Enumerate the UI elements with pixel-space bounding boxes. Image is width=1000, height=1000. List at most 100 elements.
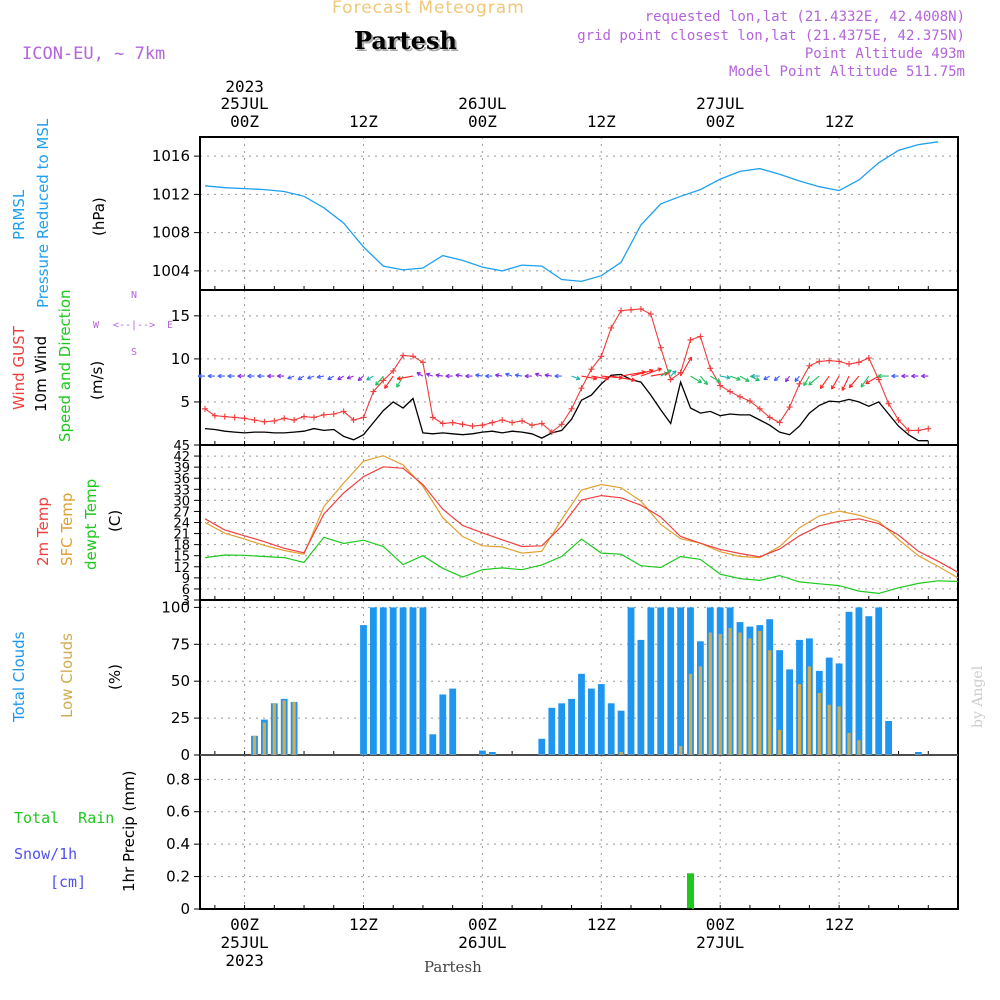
wind-gust-marker [598, 353, 605, 360]
bottom-hour-label: 12Z [349, 915, 378, 934]
bottom-year-label: 2023 [225, 951, 264, 970]
wind-direction-arrow [729, 375, 741, 381]
wind-direction-arrow [720, 375, 731, 380]
wind-gust-marker [846, 361, 853, 368]
wind-gust-marker [608, 324, 615, 331]
y-tick-label: 10 [171, 350, 190, 368]
wind-gust-marker [558, 421, 565, 428]
y-tick-label: 39 [173, 461, 190, 476]
total-cloud-bar [588, 688, 595, 755]
total-cloud-bar [667, 607, 675, 755]
bottom-date-label: 27JUL [696, 933, 744, 952]
snow-unit-label: [cm] [50, 873, 87, 891]
wind-gust-marker [548, 429, 555, 436]
y-tick-label: 15 [173, 550, 190, 565]
low-cloud-bar [857, 740, 861, 755]
wind-gust-marker [350, 417, 357, 424]
wind-direction-arrow [494, 373, 503, 378]
wind-gust-marker [836, 358, 843, 365]
wind-gust-marker [251, 417, 258, 424]
temp-2m-line [204, 466, 959, 573]
total-cloud-bar [617, 710, 625, 755]
y-tick-label: 3 [182, 594, 190, 609]
wind-gust-marker [618, 307, 625, 314]
wind-direction-arrow [819, 375, 830, 390]
wind-direction-arrow [670, 370, 677, 377]
wind-direction-arrow [366, 375, 374, 381]
dewpoint-line [204, 536, 959, 595]
wind-gust-marker [370, 388, 377, 395]
wind-direction-arrow [640, 367, 662, 377]
y-tick-label: 5 [180, 393, 190, 411]
bottom-hour-label: 00Z [230, 915, 259, 934]
wind-direction-arrow [591, 375, 609, 381]
total-cloud-bar [419, 607, 427, 755]
wind-gust-marker [221, 413, 228, 420]
wind-direction-arrow [287, 375, 295, 380]
low-cloud-bar [758, 631, 762, 755]
wind-gust-marker [737, 393, 744, 400]
top-year-label: 2023 [225, 77, 264, 96]
wind-direction-arrow [455, 373, 463, 378]
compass-e: E [167, 320, 174, 331]
wind-gust-marker [925, 425, 932, 432]
wind-direction-arrow [611, 375, 636, 383]
wind-direction-arrow [416, 372, 424, 377]
wind-gust-marker [291, 417, 298, 424]
wind-direction-arrow [831, 375, 840, 390]
wind-gust-marker [915, 427, 922, 434]
wind-gust-marker [885, 400, 892, 407]
total-cloud-bar [776, 650, 783, 755]
wind-direction-arrow [217, 373, 225, 379]
y-tick-label: 33 [173, 483, 190, 498]
wind-direction-arrow [276, 373, 285, 379]
y-tick-label: 1012 [152, 185, 190, 203]
wind-gust-marker [895, 417, 902, 424]
wind-direction-arrow [337, 375, 344, 381]
grid-point-coords: grid point closest lon,lat (21.4375E, 42… [577, 28, 965, 44]
y-tick-label: 9 [182, 572, 190, 587]
total-cloud-bar [360, 625, 367, 755]
point-altitude: Point Altitude 493m [804, 46, 965, 62]
top-hour-label: 12Z [587, 112, 616, 131]
wind-gust-marker [429, 414, 436, 421]
total-cloud-bar [548, 707, 556, 755]
total-cloud-bar [449, 688, 457, 755]
wind-direction-arrow [485, 373, 493, 379]
wind-direction-arrow [660, 369, 672, 377]
wind-direction-arrow [554, 373, 562, 379]
compass-arrows: <--|--> [113, 320, 156, 331]
wind-direction-arrow [346, 375, 354, 380]
wind-direction-arrow [534, 372, 542, 377]
wind-direction-arrow [396, 375, 414, 381]
low-cloud-bar [292, 701, 296, 755]
low-cloud-bar [797, 684, 802, 755]
wind-direction-arrow [197, 373, 205, 379]
y-tick-label: 45 [173, 439, 190, 454]
y-tick-label: 21 [173, 528, 190, 543]
wind-gust-marker [281, 415, 288, 422]
total-cloud-bar [657, 607, 665, 755]
wind-gust-marker [479, 422, 486, 429]
wind-gust-marker [231, 414, 238, 421]
wind-gust-marker [578, 385, 585, 392]
total-cloud-bar [637, 639, 645, 755]
top-date-label: 25JUL [221, 94, 269, 113]
bottom-date-label: 25JUL [221, 933, 269, 952]
wind-gust-marker [865, 355, 872, 362]
low-cloud-bar [837, 706, 841, 755]
total-cloud-bar [578, 673, 585, 755]
wind-gust-marker [687, 336, 694, 343]
total-cloud-bar [597, 684, 605, 755]
low-cloud-bar [282, 700, 286, 755]
rain-label: Total Rain [14, 809, 115, 827]
panel-frame [199, 289, 959, 446]
y-tick-label: 0.6 [166, 803, 190, 821]
low-cloud-bar [718, 634, 722, 755]
panel-frame [199, 136, 959, 291]
wind-gust-marker [320, 411, 327, 418]
total-cloud-bar [627, 607, 635, 755]
wind-gust-marker [875, 376, 882, 383]
wind-gust-marker [419, 359, 426, 366]
